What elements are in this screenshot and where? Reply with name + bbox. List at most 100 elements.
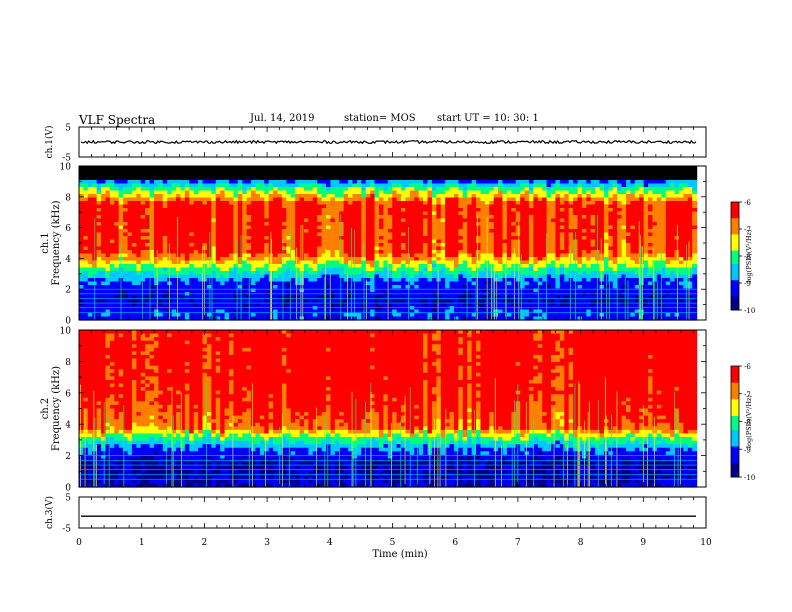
- spectrogram-cell: [652, 236, 658, 241]
- spectrogram-cell: [193, 257, 199, 262]
- spectrogram-cell: [334, 278, 340, 283]
- spectrogram-cell: [356, 271, 362, 276]
- spectrogram-cell: [211, 225, 217, 230]
- spectrogram-cell: [123, 187, 129, 192]
- spectrogram-cell: [220, 173, 226, 178]
- spectrogram-cell: [109, 264, 115, 269]
- spectrogram-cell: [418, 166, 424, 171]
- spectrogram-cell: [370, 239, 376, 244]
- spectrogram-cell: [264, 260, 270, 265]
- spectrogram-cell: [692, 257, 698, 262]
- spectrogram-cell: [489, 215, 495, 220]
- spectrogram-cell: [140, 253, 146, 258]
- spectrogram-cell: [211, 204, 217, 209]
- spectrogram-cell: [189, 201, 195, 206]
- spectrogram-cell: [109, 274, 115, 279]
- spectrogram-cell: [127, 239, 133, 244]
- spectrogram-cell: [220, 253, 226, 258]
- spectrogram-cell: [409, 197, 415, 202]
- spectrogram-cell: [648, 169, 654, 174]
- spectrogram-cell: [458, 246, 464, 251]
- spectrogram-cell: [109, 194, 115, 199]
- spectrogram-cell: [286, 246, 292, 251]
- spectrogram-cell: [326, 222, 332, 227]
- spectrogram-cell: [233, 204, 239, 209]
- spectrogram-cell: [114, 253, 120, 258]
- spectrogram-cell: [467, 173, 473, 178]
- spectrogram-cell: [251, 204, 257, 209]
- spectrogram-cell: [409, 173, 415, 178]
- spectrogram-cell: [484, 173, 490, 178]
- spectrogram-cell: [520, 222, 526, 227]
- spectrogram-cell: [661, 197, 667, 202]
- spectrogram-cell: [136, 211, 142, 216]
- spectrogram-cell: [378, 187, 384, 192]
- spectrogram-cell: [83, 281, 89, 286]
- spectrogram-cell: [259, 204, 265, 209]
- spectrogram-cell: [109, 253, 115, 258]
- spectrogram-cell: [158, 204, 164, 209]
- spectrogram-cell: [418, 232, 424, 237]
- spectrogram-cell: [449, 201, 455, 206]
- spectrogram-cell: [149, 246, 155, 251]
- spectrogram-cell: [471, 236, 477, 241]
- spectrogram-cell: [678, 278, 684, 283]
- spectrogram-cell: [149, 173, 155, 178]
- spectrogram-cell: [440, 239, 446, 244]
- spectrogram-cell: [114, 285, 120, 290]
- spectrogram-cell: [198, 264, 204, 269]
- spectrogram-cell: [678, 267, 684, 272]
- spectrogram-cell: [692, 208, 698, 213]
- spectrogram-cell: [383, 288, 389, 293]
- spectrogram-cell: [189, 197, 195, 202]
- spectrogram-cell: [665, 176, 671, 181]
- spectrogram-cell: [511, 246, 517, 251]
- spectrogram-cell: [387, 173, 393, 178]
- spectrogram-cell: [670, 274, 676, 279]
- spectrogram-cell: [555, 246, 561, 251]
- spectrogram-cell: [427, 281, 433, 286]
- spectrogram-cell: [546, 257, 552, 262]
- spectrogram-cell: [268, 173, 274, 178]
- spectrogram-cell: [290, 211, 296, 216]
- spectrogram-cell: [599, 239, 605, 244]
- spectrogram-cell: [537, 211, 543, 216]
- spectrogram-cell: [290, 271, 296, 276]
- spectrogram-cell: [409, 166, 415, 171]
- spectrogram-cell: [670, 285, 676, 290]
- spectrogram-cell: [648, 243, 654, 248]
- spectrogram-cell: [436, 208, 442, 213]
- spectrogram-cell: [418, 271, 424, 276]
- spectrogram-cell: [92, 194, 98, 199]
- spectrogram-cell: [661, 267, 667, 272]
- spectrogram-cell: [180, 246, 186, 251]
- spectrogram-cell: [573, 190, 579, 195]
- spectrogram-cell: [476, 264, 482, 269]
- spectrogram-cell: [401, 243, 407, 248]
- spectrogram-cell: [564, 166, 570, 171]
- spectrogram-cell: [480, 187, 486, 192]
- spectrogram-cell: [537, 166, 543, 171]
- spectrogram-cell: [79, 180, 85, 185]
- spectrogram-cell: [652, 183, 658, 188]
- spectrogram-cell: [96, 281, 102, 286]
- spectrogram-cell: [581, 204, 587, 209]
- spectrogram-cell: [480, 222, 486, 227]
- spectrogram-cell: [665, 271, 671, 276]
- spectrogram-cell: [445, 194, 451, 199]
- spectrogram-cell: [387, 267, 393, 272]
- spectrogram-cell: [167, 215, 173, 220]
- spectrogram-cell: [440, 173, 446, 178]
- spectrogram-cell: [334, 225, 340, 230]
- spectrogram-cell: [184, 187, 190, 192]
- spectrogram-cell: [520, 271, 526, 276]
- spectrogram-cell: [674, 169, 680, 174]
- spectrogram-cell: [114, 267, 120, 272]
- spectrogram-cell: [692, 236, 698, 241]
- spectrogram-cell: [423, 183, 429, 188]
- spectrogram-cell: [440, 260, 446, 265]
- spectrogram-cell: [308, 232, 314, 237]
- spectrogram-cell: [546, 229, 552, 234]
- spectrogram-cell: [639, 201, 645, 206]
- spectrogram-cell: [317, 285, 323, 290]
